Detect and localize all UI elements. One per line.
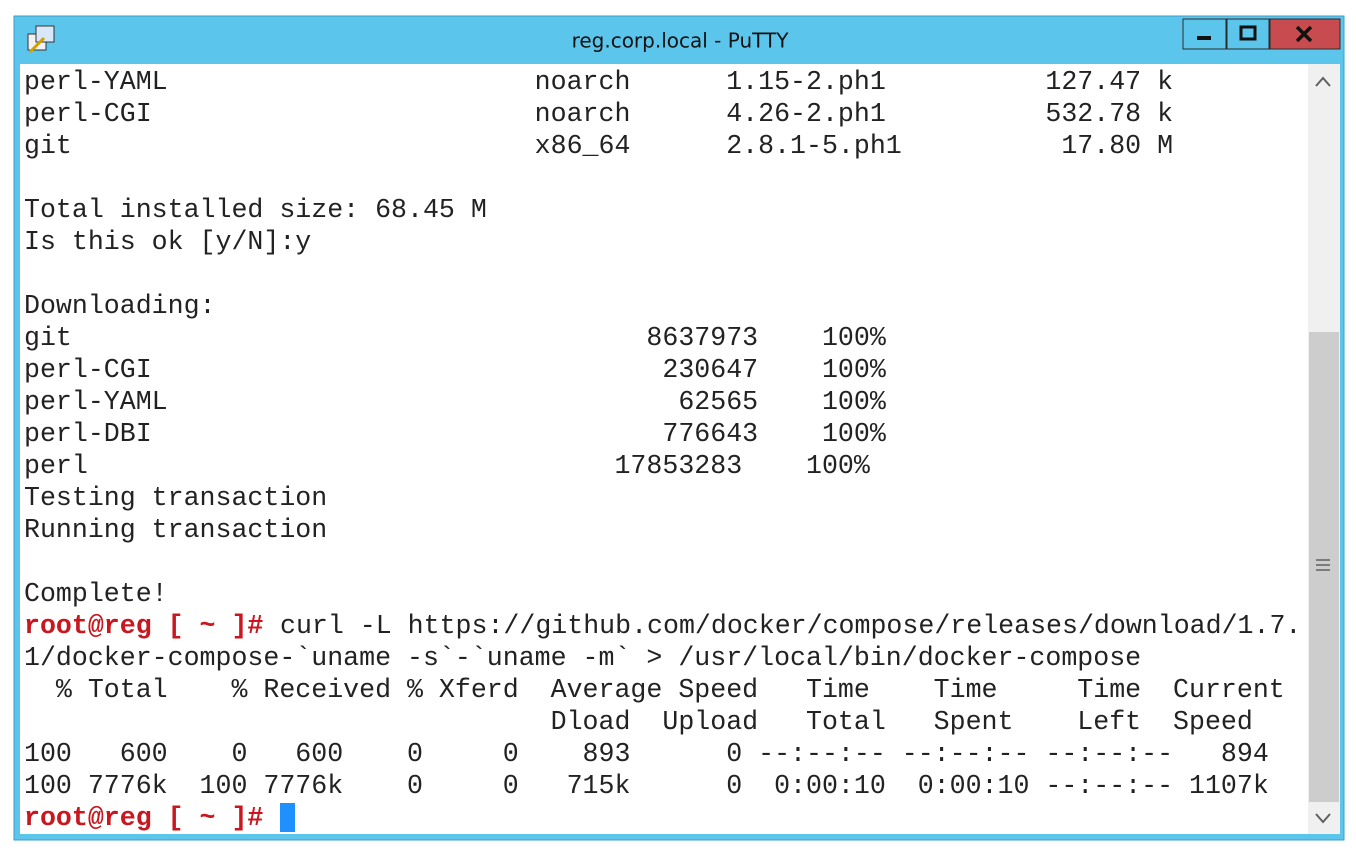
terminal-line: Downloading:	[24, 291, 216, 321]
prompt-line: root@reg [ ~ ]#	[24, 803, 263, 833]
terminal-line: Dload Upload Total Spent Left Speed	[24, 707, 1253, 737]
close-button[interactable]	[1269, 18, 1341, 50]
scrollbar[interactable]	[1308, 64, 1340, 834]
app-icon	[27, 25, 55, 54]
terminal-line: perl-DBI 776643 100%	[24, 419, 886, 449]
prompt-line: root@reg [ ~ ]# curl -L https://github.co…	[24, 611, 1301, 641]
terminal-line: Is this ok [y/N]:y	[24, 227, 311, 257]
terminal-line: Total installed size: 68.45 M	[24, 195, 487, 225]
terminal-line: 100 600 0 600 0 0 893 0 --:--:-- --:--:-…	[24, 739, 1269, 769]
window-title: reg.corp.local - PuTTY	[572, 29, 790, 53]
terminal-line: perl-CGI 230647 100%	[24, 355, 886, 385]
terminal-area	[20, 64, 1308, 834]
terminal-line: perl-CGI noarch 4.26-2.ph1 532.78 k	[24, 99, 1173, 129]
terminal-line: Running transaction	[24, 515, 327, 545]
terminal-line: perl-YAML 62565 100%	[24, 387, 886, 417]
terminal-line: Testing transaction	[24, 483, 327, 513]
command: curl -L https://github.com/docker/compos…	[280, 611, 1301, 641]
terminal-line: % Total % Received % Xferd Average Speed…	[24, 675, 1285, 705]
terminal-text: perl-YAML noarch 1.15-2.ph1 127.47 kperl…	[24, 67, 1301, 833]
terminal-line: Complete!	[24, 579, 168, 609]
prompt: root@reg [ ~ ]#	[24, 803, 263, 833]
minimize-button[interactable]	[1182, 18, 1227, 50]
terminal-line: 1/docker-compose-`uname -s`-`uname -m` >…	[24, 643, 1141, 673]
cursor	[280, 803, 295, 832]
terminal-line: git 8637973 100%	[24, 323, 886, 353]
terminal-line: perl-YAML noarch 1.15-2.ph1 127.47 k	[24, 67, 1173, 97]
terminal-line: perl 17853283 100%	[24, 451, 870, 481]
terminal-line: git x86_64 2.8.1-5.ph1 17.80 M	[24, 131, 1173, 161]
maximize-button[interactable]	[1226, 18, 1270, 50]
prompt: root@reg [ ~ ]#	[24, 611, 263, 641]
terminal-line: 100 7776k 100 7776k 0 0 715k 0 0:00:10 0…	[24, 771, 1269, 801]
